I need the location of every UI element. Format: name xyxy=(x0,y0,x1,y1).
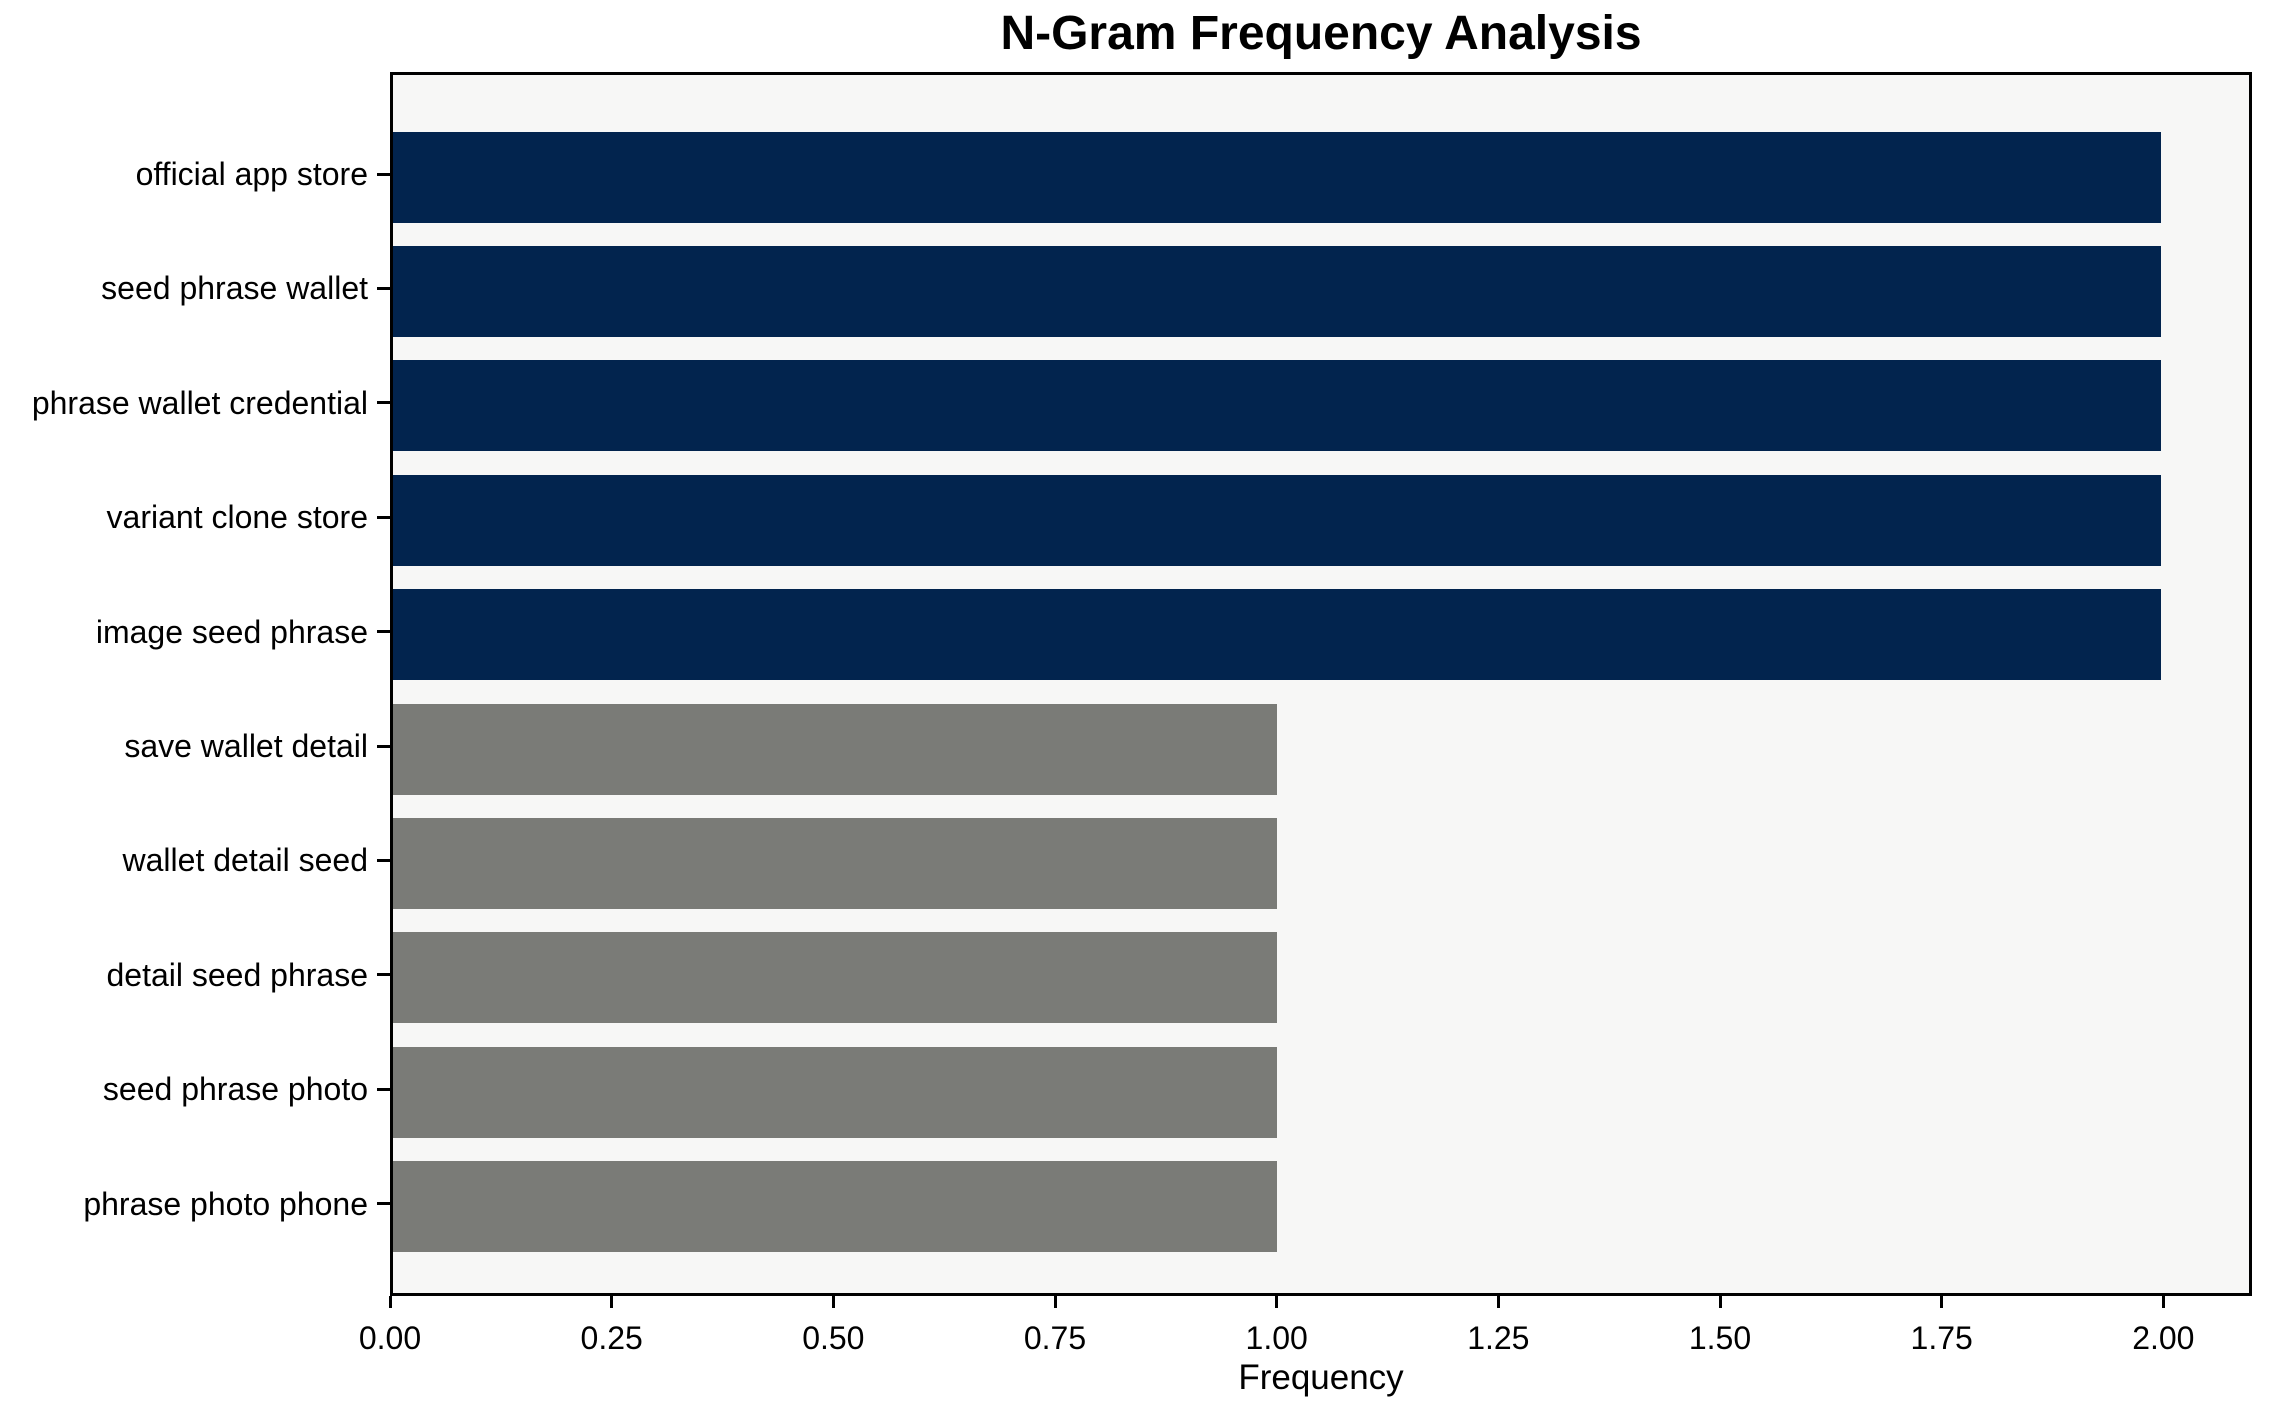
y-tick-label: wallet detail seed xyxy=(122,842,368,879)
bar xyxy=(393,817,1277,909)
bar xyxy=(393,1046,1277,1138)
bar xyxy=(393,131,2161,223)
x-tick-label: 1.50 xyxy=(1688,1320,1752,1356)
x-tick-mark xyxy=(1940,1296,1944,1308)
x-tick-mark xyxy=(2161,1296,2165,1308)
y-tick-mark xyxy=(377,401,390,405)
y-tick-label: image seed phrase xyxy=(95,613,368,650)
y-tick-mark xyxy=(377,515,390,519)
x-tick-label: 2.00 xyxy=(2132,1320,2195,1356)
bar xyxy=(393,474,2161,566)
bar xyxy=(393,245,2161,337)
x-tick-label: 1.75 xyxy=(1910,1320,1973,1356)
y-tick-label: seed phrase photo xyxy=(102,1071,368,1108)
y-tick-mark xyxy=(377,1087,390,1091)
x-tick-mark xyxy=(1496,1296,1500,1308)
x-tick-label: 1.00 xyxy=(1245,1320,1308,1356)
y-tick-mark xyxy=(377,286,390,290)
bar xyxy=(393,1161,1277,1253)
y-tick-mark xyxy=(377,973,390,977)
x-tick-label: 1.25 xyxy=(1467,1320,1530,1356)
plot-area xyxy=(390,72,2252,1296)
y-tick-mark xyxy=(377,744,390,748)
y-tick-label: seed phrase wallet xyxy=(101,270,368,307)
bar xyxy=(393,932,1277,1024)
x-tick-mark xyxy=(610,1296,614,1308)
y-tick-label: official app store xyxy=(135,156,368,192)
x-tick-mark xyxy=(1718,1296,1722,1308)
x-tick-label: 0.50 xyxy=(802,1320,865,1356)
bar xyxy=(393,589,2161,681)
x-tick-mark xyxy=(831,1296,835,1308)
y-tick-label: phrase wallet credential xyxy=(31,384,368,421)
x-tick-label: 0.00 xyxy=(358,1320,422,1356)
y-tick-label: variant clone store xyxy=(106,499,368,536)
x-axis-label: Frequency xyxy=(1238,1358,1404,1397)
y-tick-mark xyxy=(377,858,390,862)
y-tick-mark xyxy=(377,1202,390,1206)
x-tick-label: 0.75 xyxy=(1023,1320,1087,1356)
chart-title: N-Gram Frequency Analysis xyxy=(1000,7,1642,60)
x-tick-mark xyxy=(388,1296,392,1308)
bar xyxy=(393,360,2161,452)
y-tick-label: phrase photo phone xyxy=(83,1185,368,1222)
bar xyxy=(393,703,1277,795)
y-tick-mark xyxy=(377,630,390,634)
y-tick-label: detail seed phrase xyxy=(106,956,368,993)
x-tick-mark xyxy=(1275,1296,1279,1308)
x-tick-label: 0.25 xyxy=(580,1320,643,1356)
x-tick-mark xyxy=(1053,1296,1057,1308)
y-tick-label: save wallet detail xyxy=(124,728,368,764)
y-tick-mark xyxy=(377,172,390,176)
